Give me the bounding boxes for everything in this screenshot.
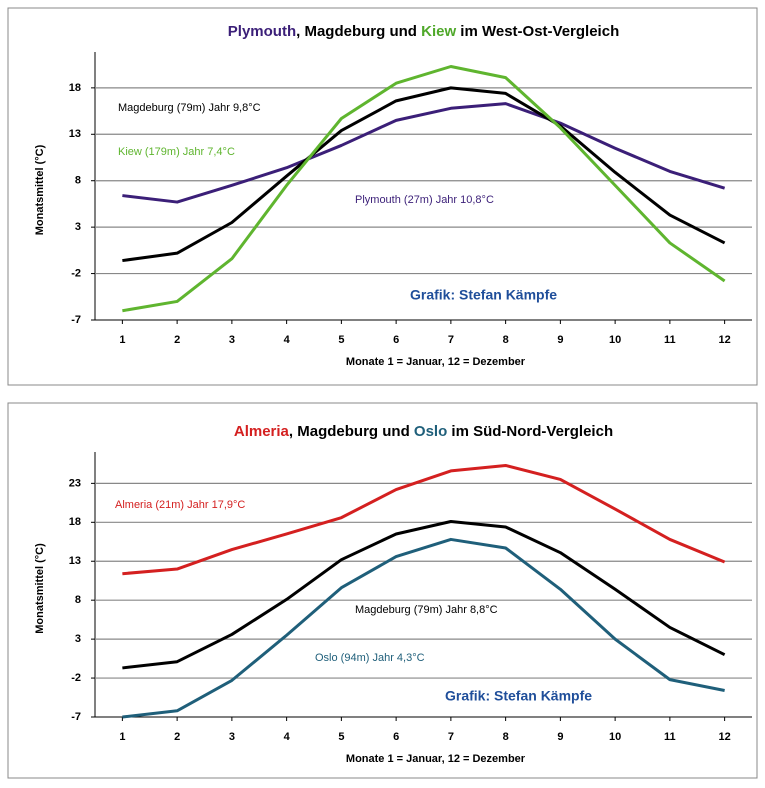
x-tick-label: 4 (284, 334, 291, 346)
annotation: Magdeburg (79m) Jahr 9,8°C (118, 102, 261, 114)
x-tick-label: 8 (503, 334, 509, 346)
x-tick-label: 9 (557, 334, 563, 346)
x-tick-label: 7 (448, 334, 454, 346)
y-tick-label: -2 (71, 672, 81, 684)
annotation: Oslo (94m) Jahr 4,3°C (315, 652, 425, 664)
x-tick-label: 6 (393, 731, 399, 743)
annotation: Kiew (179m) Jahr 7,4°C (118, 146, 235, 158)
annotation: Almeria (21m) Jahr 17,9°C (115, 499, 245, 511)
annotation: Grafik: Stefan Kämpfe (410, 287, 557, 303)
series-line (122, 65, 726, 313)
x-tick-label: 10 (609, 731, 621, 743)
x-tick-label: 5 (338, 731, 344, 743)
x-tick-label: 7 (448, 731, 454, 743)
y-tick-label: 13 (69, 555, 81, 567)
x-tick-label: 11 (664, 334, 676, 346)
y-tick-label: 8 (75, 175, 81, 187)
y-tick-label: -7 (71, 711, 81, 723)
x-axis-label: Monate 1 = Januar, 12 = Dezember (346, 356, 526, 368)
chart-frame (7, 402, 758, 779)
x-tick-label: 3 (229, 334, 235, 346)
y-tick-label: 13 (69, 128, 81, 140)
title-part: Oslo (414, 423, 447, 440)
x-tick-label: 2 (174, 334, 180, 346)
x-tick-label: 11 (664, 731, 676, 743)
title-part: Kiew (421, 23, 456, 40)
x-tick-label: 12 (719, 731, 731, 743)
x-tick-label: 1 (119, 334, 125, 346)
x-tick-label: 9 (557, 731, 563, 743)
annotation: Magdeburg (79m) Jahr 8,8°C (355, 604, 498, 616)
y-tick-label: -2 (71, 267, 81, 279)
y-axis-label: Monatsmittel (°C) (34, 543, 46, 634)
title-part: Almeria (234, 423, 290, 440)
x-tick-label: 4 (284, 731, 291, 743)
chart-title: Plymouth, Magdeburg und Kiew im West-Ost… (228, 23, 619, 40)
title-part: Plymouth (228, 23, 296, 40)
title-part: im West-Ost-Vergleich (456, 23, 619, 40)
y-tick-label: 18 (69, 516, 81, 528)
x-tick-label: 12 (719, 334, 731, 346)
y-tick-label: 3 (75, 633, 81, 645)
y-tick-label: 3 (75, 221, 81, 233)
series-line (122, 537, 725, 719)
y-tick-label: 8 (75, 594, 81, 606)
x-tick-label: 8 (503, 731, 509, 743)
series-line (122, 463, 726, 576)
x-tick-label: 6 (393, 334, 399, 346)
x-axis-label: Monate 1 = Januar, 12 = Dezember (346, 753, 526, 765)
title-part: , Magdeburg und (289, 423, 414, 440)
x-tick-label: 3 (229, 731, 235, 743)
x-tick-label: 10 (609, 334, 621, 346)
y-tick-label: 18 (69, 82, 81, 94)
chart-title: Almeria, Magdeburg und Oslo im Süd-Nord-… (234, 423, 613, 440)
y-tick-label: -7 (71, 314, 81, 326)
y-tick-label: 23 (69, 477, 81, 489)
x-tick-label: 5 (338, 334, 344, 346)
title-part: im Süd-Nord-Vergleich (447, 423, 613, 440)
title-part: , Magdeburg und (296, 23, 421, 40)
y-axis-label: Monatsmittel (°C) (34, 144, 46, 235)
series-line (122, 102, 726, 204)
x-tick-label: 1 (119, 731, 125, 743)
series-line (122, 520, 726, 670)
annotation: Plymouth (27m) Jahr 10,8°C (355, 194, 494, 206)
x-tick-label: 2 (174, 731, 180, 743)
annotation: Grafik: Stefan Kämpfe (445, 688, 592, 704)
series-line (122, 86, 726, 263)
